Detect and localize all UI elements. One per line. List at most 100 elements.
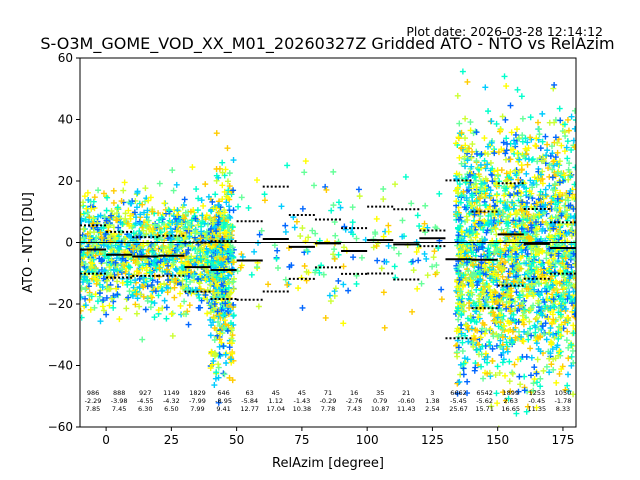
data-point (163, 304, 170, 311)
data-point (536, 126, 543, 133)
data-point (555, 335, 562, 342)
data-point (113, 217, 120, 224)
data-point (520, 309, 527, 316)
data-point (207, 281, 214, 288)
data-point (539, 323, 546, 330)
data-point (479, 244, 486, 251)
bin-std-label: 16.65 (501, 405, 520, 413)
data-point (140, 274, 147, 281)
data-point (484, 151, 491, 158)
data-point (555, 168, 562, 175)
data-point (163, 315, 170, 322)
data-point (414, 285, 421, 292)
bin-std-label: 7.78 (321, 405, 335, 413)
data-point (502, 372, 509, 379)
data-point (509, 370, 516, 377)
data-point (528, 267, 535, 274)
data-point (174, 235, 181, 242)
data-point (415, 244, 422, 251)
data-point (402, 173, 409, 180)
data-point (211, 382, 218, 389)
data-point (335, 277, 342, 284)
data-point (567, 296, 574, 303)
data-point (198, 197, 205, 204)
data-point (488, 172, 495, 179)
data-point (222, 300, 229, 307)
data-point (526, 188, 533, 195)
bin-mean-label: -0.29 (320, 397, 337, 405)
data-point (512, 141, 519, 148)
data-point (496, 262, 503, 269)
data-point (90, 215, 97, 222)
data-point (564, 314, 571, 321)
data-point (546, 182, 553, 189)
data-point (217, 210, 224, 217)
data-point (514, 155, 521, 162)
data-point (349, 231, 356, 238)
data-point (171, 284, 178, 291)
data-point (509, 369, 516, 376)
data-point (521, 271, 528, 278)
data-point (523, 260, 530, 267)
data-point (228, 289, 235, 296)
data-point (456, 154, 463, 161)
data-point (518, 333, 525, 340)
data-point (503, 305, 510, 312)
data-point (224, 327, 231, 334)
data-point (539, 312, 546, 319)
data-point (161, 280, 168, 287)
data-point (499, 113, 506, 120)
data-point (192, 215, 199, 222)
data-point (80, 284, 85, 291)
data-point (456, 120, 463, 127)
data-point (125, 294, 132, 301)
data-point (468, 154, 475, 161)
bin-count-label: 1829 (189, 389, 206, 397)
data-point (552, 201, 559, 208)
data-point (467, 119, 474, 126)
bin-mean-label: 2.63 (503, 397, 517, 405)
data-point (230, 207, 237, 214)
data-point (525, 285, 532, 292)
data-point (516, 373, 523, 380)
data-point (478, 253, 485, 260)
x-tick-label: 125 (421, 433, 444, 447)
data-point (551, 334, 558, 341)
data-point (151, 314, 158, 321)
data-point (476, 271, 483, 278)
data-point (572, 311, 576, 318)
data-point (166, 256, 173, 263)
data-point (550, 158, 557, 165)
data-point (163, 266, 170, 273)
data-point (112, 259, 119, 266)
data-point (141, 209, 148, 216)
data-point (519, 115, 526, 122)
data-point (100, 297, 107, 304)
data-point (548, 341, 555, 348)
data-point (467, 312, 474, 319)
data-point (136, 303, 143, 310)
data-point (550, 331, 557, 338)
data-point (462, 115, 469, 122)
data-point (535, 214, 542, 221)
bin-count-label: 986 (87, 389, 99, 397)
data-point (81, 238, 88, 245)
bin-count-label: 646 (217, 389, 229, 397)
y-tick-label: 20 (58, 174, 73, 188)
data-point (564, 328, 571, 335)
data-point (531, 286, 538, 293)
data-point (117, 219, 124, 226)
data-point (490, 309, 497, 316)
data-point (218, 250, 225, 257)
data-point (303, 268, 310, 275)
data-point (208, 348, 215, 355)
data-point (530, 289, 537, 296)
data-point (214, 249, 221, 256)
data-point (484, 218, 491, 225)
data-point (507, 292, 514, 299)
data-point (469, 243, 476, 250)
data-point (473, 347, 480, 354)
data-point (454, 390, 461, 397)
data-point (148, 282, 155, 289)
data-point (464, 378, 471, 385)
